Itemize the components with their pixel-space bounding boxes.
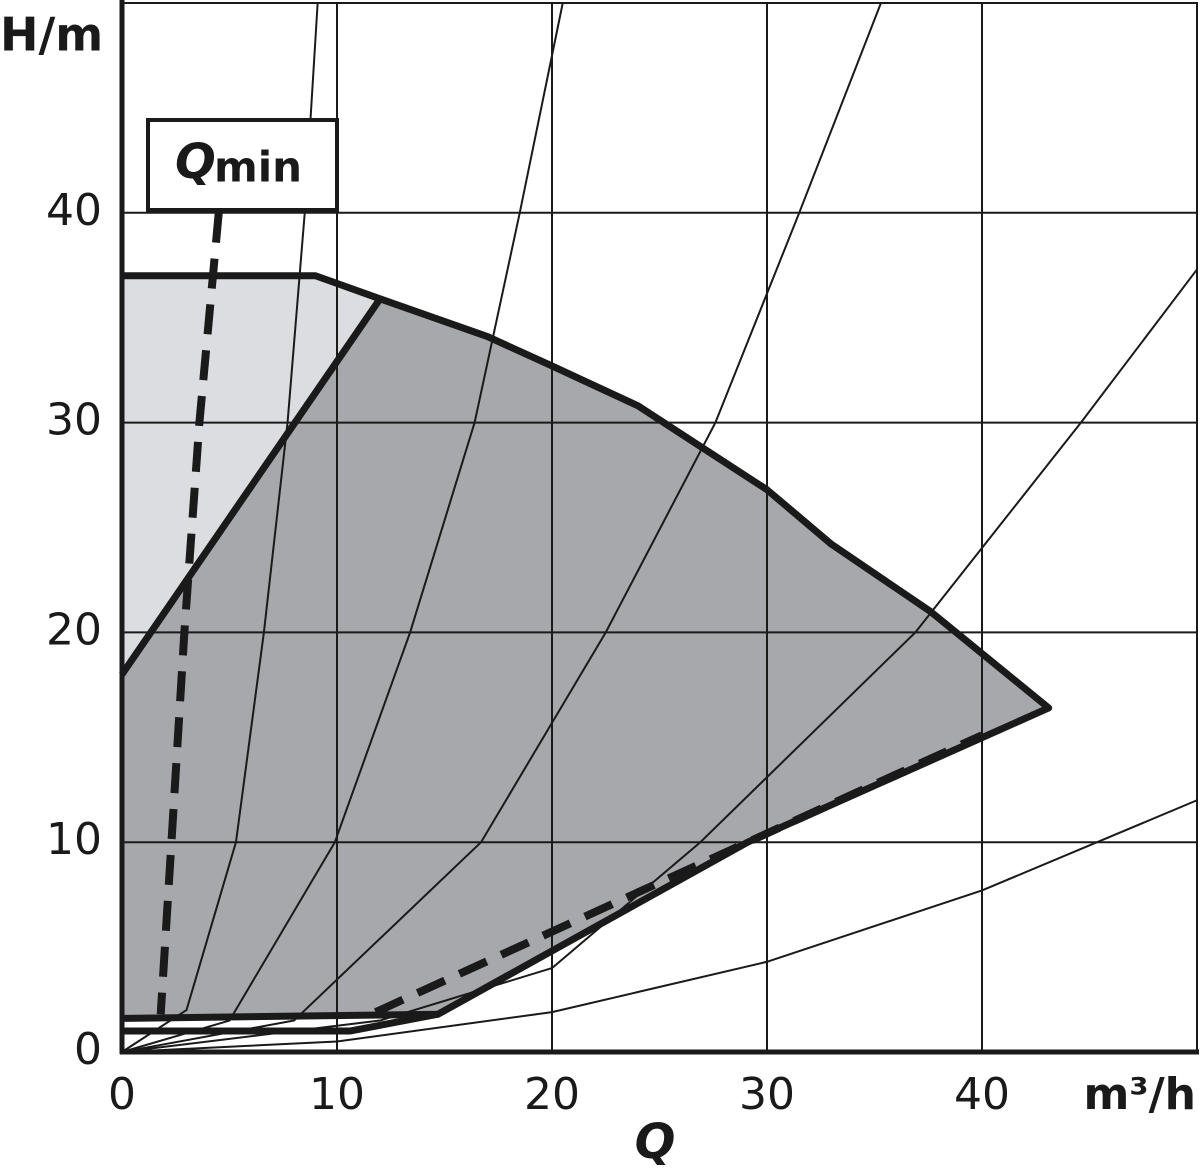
curve — [121, 799, 1198, 1053]
y-tick-label: 20 — [46, 604, 102, 655]
x-tick-label: 10 — [309, 1069, 365, 1120]
plot: 0 10 20 30 40 0 10 20 30 40 — [46, 0, 1199, 1120]
curve — [121, 2, 319, 1053]
x-axis-label: Q — [635, 1114, 676, 1170]
y-tick-label: 0 — [74, 1024, 102, 1075]
y-tick-label: 30 — [46, 395, 102, 446]
curve — [121, 2, 882, 1053]
annotation-sub: min — [214, 143, 302, 192]
annotation-box — [146, 118, 339, 212]
annotation-main: Q — [175, 134, 216, 190]
curve — [119, 296, 383, 677]
x-tick-label: 30 — [739, 1069, 795, 1120]
x-tick-label: 40 — [954, 1069, 1010, 1120]
dashed-line — [156, 212, 223, 1015]
y-tick-label: 40 — [46, 185, 102, 236]
curve — [121, 268, 1198, 1053]
x-tick-label: 20 — [524, 1069, 580, 1120]
y-axis-label: H/m — [0, 8, 103, 62]
region — [122, 298, 1049, 1019]
x-unit-label: m³/h — [1083, 1069, 1196, 1120]
curve — [122, 1010, 439, 1035]
curve — [121, 2, 564, 1053]
x-tick-label: 0 — [108, 1069, 136, 1120]
dashed-line — [374, 731, 984, 1016]
y-tick-label: 10 — [46, 814, 102, 865]
